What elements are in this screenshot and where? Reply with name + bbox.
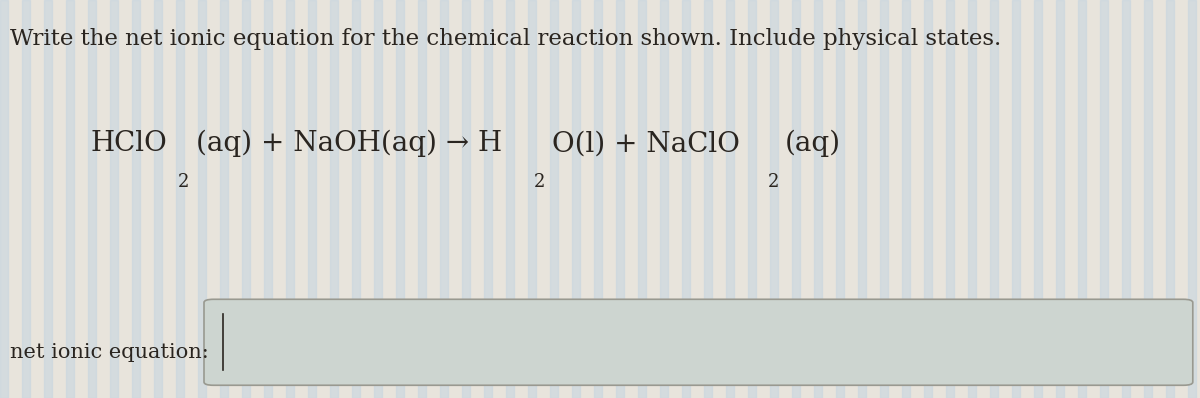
Bar <box>66 0 74 398</box>
Bar <box>330 0 338 398</box>
Bar <box>616 0 624 398</box>
Bar <box>638 0 646 398</box>
Bar <box>902 0 910 398</box>
Bar <box>22 0 30 398</box>
Bar <box>1122 0 1130 398</box>
Bar <box>858 0 866 398</box>
Bar <box>308 0 316 398</box>
Bar <box>1188 0 1196 398</box>
Bar <box>506 0 514 398</box>
Text: 2: 2 <box>768 173 779 191</box>
Bar <box>550 0 558 398</box>
Bar <box>682 0 690 398</box>
Text: (aq): (aq) <box>785 130 841 157</box>
Bar <box>110 0 118 398</box>
Bar <box>44 0 52 398</box>
Bar <box>198 0 206 398</box>
Bar <box>132 0 140 398</box>
Bar <box>484 0 492 398</box>
Bar <box>1034 0 1042 398</box>
Bar <box>396 0 404 398</box>
Text: (aq) + NaOH(aq) → H: (aq) + NaOH(aq) → H <box>196 130 502 157</box>
Bar <box>462 0 470 398</box>
Bar <box>968 0 976 398</box>
Bar <box>726 0 734 398</box>
Bar <box>418 0 426 398</box>
Bar <box>176 0 184 398</box>
Bar <box>946 0 954 398</box>
Bar <box>792 0 800 398</box>
Bar <box>770 0 778 398</box>
Bar <box>990 0 998 398</box>
Bar <box>880 0 888 398</box>
Text: O(l) + NaClO: O(l) + NaClO <box>552 130 740 157</box>
Bar <box>528 0 536 398</box>
Bar <box>374 0 382 398</box>
Bar <box>0 0 8 398</box>
Bar <box>1144 0 1152 398</box>
Bar <box>264 0 272 398</box>
Bar <box>660 0 668 398</box>
FancyBboxPatch shape <box>204 299 1193 385</box>
Text: HClO: HClO <box>90 130 167 157</box>
Bar <box>1012 0 1020 398</box>
Bar <box>242 0 250 398</box>
Bar <box>594 0 602 398</box>
Bar <box>1166 0 1174 398</box>
Bar <box>440 0 448 398</box>
Text: 2: 2 <box>534 173 545 191</box>
Bar <box>1078 0 1086 398</box>
Bar <box>836 0 844 398</box>
Bar <box>704 0 712 398</box>
Bar <box>286 0 294 398</box>
Text: 2: 2 <box>178 173 188 191</box>
Bar <box>154 0 162 398</box>
Bar <box>352 0 360 398</box>
Bar <box>924 0 932 398</box>
Bar <box>748 0 756 398</box>
Bar <box>572 0 580 398</box>
Text: Write the net ionic equation for the chemical reaction shown. Include physical s: Write the net ionic equation for the che… <box>10 28 1001 50</box>
Bar <box>220 0 228 398</box>
Bar <box>1056 0 1064 398</box>
Bar <box>88 0 96 398</box>
Text: net ionic equation:: net ionic equation: <box>10 343 209 362</box>
Bar <box>814 0 822 398</box>
Bar <box>1100 0 1108 398</box>
